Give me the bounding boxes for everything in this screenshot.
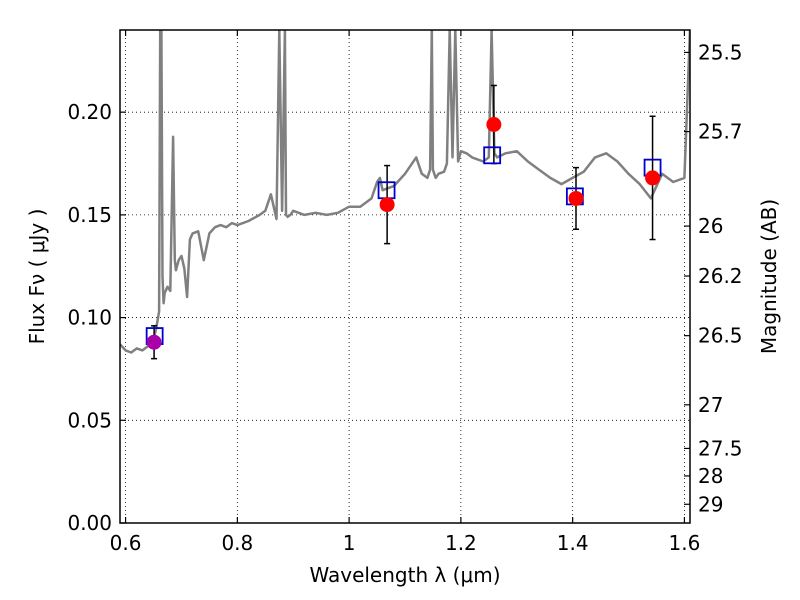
y2-axis-label: Magnitude (AB) (757, 199, 781, 354)
mag-tick-label: 26 (698, 214, 723, 238)
mag-tick-label: 27.5 (698, 436, 743, 460)
mag-tick-label: 27 (698, 393, 723, 417)
observed-point (645, 170, 661, 186)
mag-tick-label: 25.7 (698, 120, 743, 144)
y-tick-label: 0.00 (67, 511, 112, 535)
observed-photometry-markers (146, 116, 661, 350)
y-tick-label: 0.20 (67, 100, 112, 124)
special-observed-point (146, 334, 162, 350)
observed-point (568, 190, 584, 206)
mag-tick-label: 28 (698, 464, 723, 488)
observed-point (379, 197, 395, 213)
observed-point (486, 116, 502, 132)
model-spectrum (120, 30, 690, 354)
mag-tick-label: 29 (698, 492, 723, 516)
model-point (483, 146, 502, 165)
y-tick-label: 0.05 (67, 408, 112, 432)
spectrum-line (120, 30, 690, 354)
axis-ticks: 0.6 0.8 1 1.2 1.4 1.6 0.00 0.05 0.10 0.15 0.20 25.5… (67, 30, 743, 555)
y-tick-label: 0.10 (67, 306, 112, 330)
x-axis-label: Wavelength λ (μm) (309, 563, 500, 587)
mag-tick-label: 26.2 (698, 264, 743, 288)
x-tick-label: 0.6 (110, 531, 142, 555)
x-tick-label: 1.2 (445, 531, 477, 555)
y-axis-label: Flux Fν ( μJy ) (25, 209, 49, 345)
x-tick-label: 1.6 (669, 531, 701, 555)
x-tick-label: 0.8 (221, 531, 253, 555)
error-bars (151, 84, 656, 360)
x-tick-label: 1.4 (557, 531, 589, 555)
mag-tick-label: 25.5 (698, 40, 743, 64)
grid (120, 30, 690, 524)
y-tick-label: 0.15 (67, 203, 112, 227)
x-tick-label: 1 (343, 531, 356, 555)
plot-frame (119, 29, 691, 524)
mag-tick-label: 26.5 (698, 324, 743, 348)
